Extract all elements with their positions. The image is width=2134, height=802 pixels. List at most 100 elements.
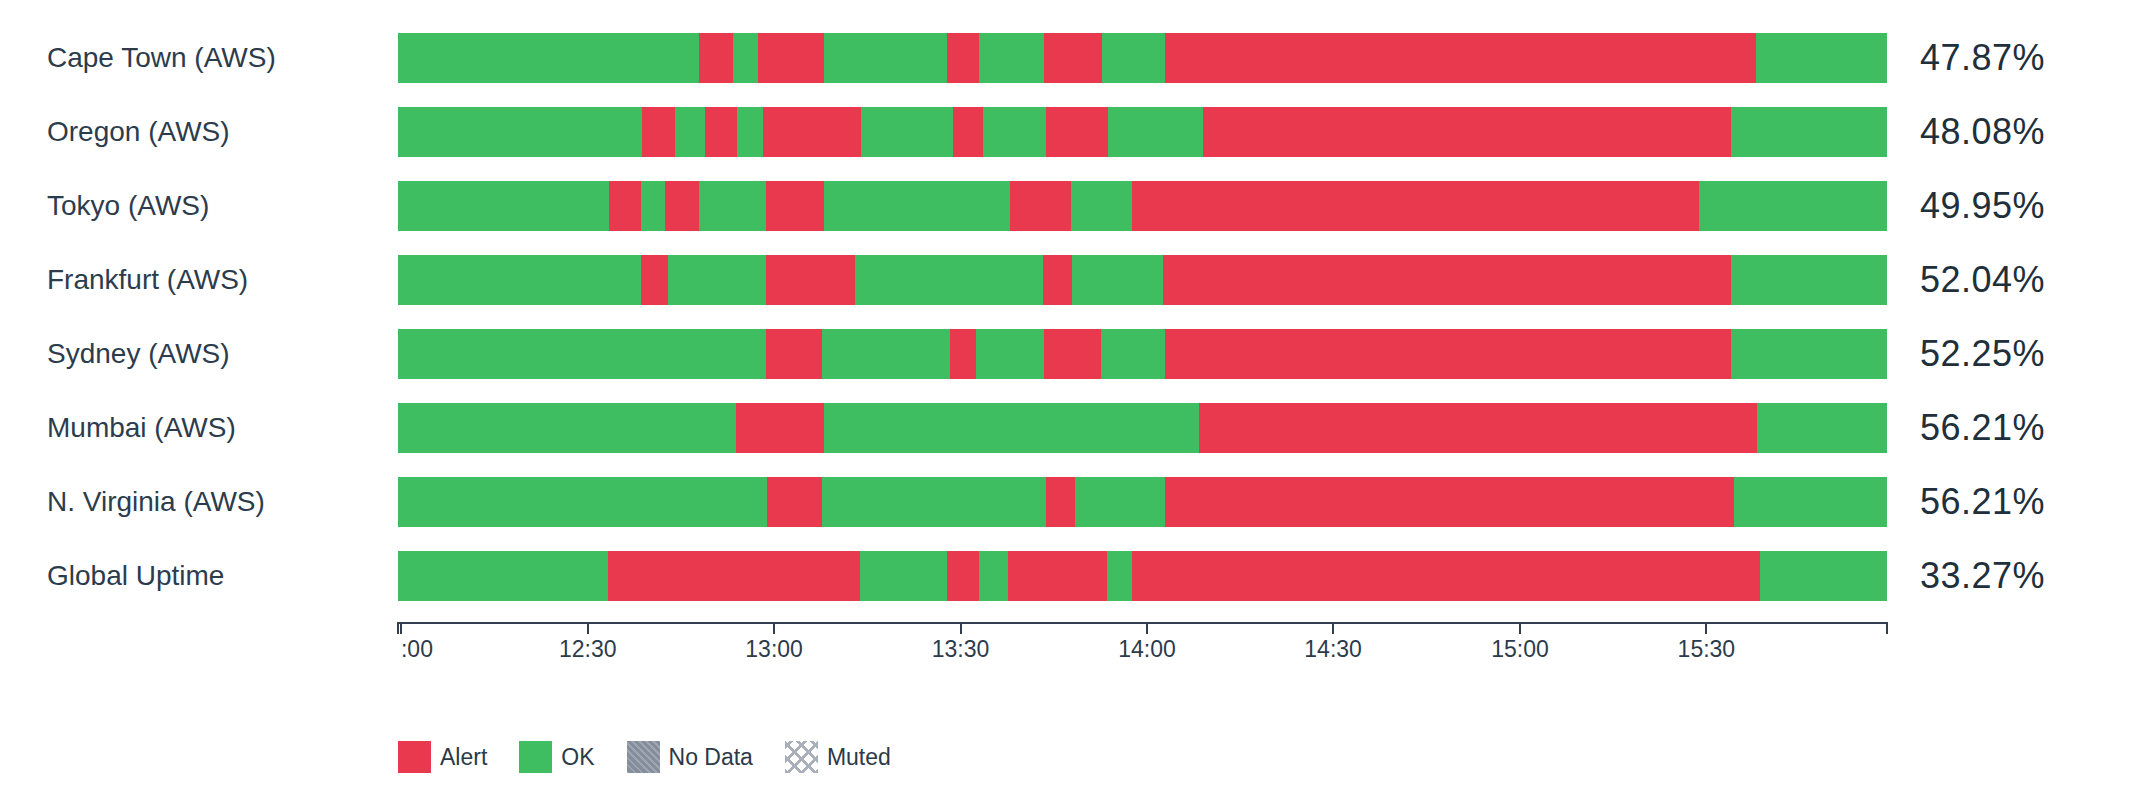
bar-segment-ok <box>979 33 1045 83</box>
axis-tick <box>1519 622 1521 634</box>
axis-tick-label: 14:00 <box>1118 636 1176 663</box>
bar-segment-ok <box>1760 551 1887 601</box>
bar-segment-ok <box>1734 477 1887 527</box>
bar-segment-alert <box>953 107 983 157</box>
status-bar-tokyo[interactable] <box>398 181 1887 231</box>
bar-segment-alert <box>1046 107 1109 157</box>
uptime-value-sydney: 52.25% <box>1920 333 2045 375</box>
bar-segment-alert <box>642 107 675 157</box>
bar-segment-ok <box>1731 329 1887 379</box>
bar-segment-ok <box>733 33 758 83</box>
bar-segment-alert <box>641 255 668 305</box>
legend-label-ok: OK <box>561 744 594 771</box>
uptime-value-cape-town: 47.87% <box>1920 37 2045 79</box>
uptime-value-frankfurt: 52.04% <box>1920 259 2045 301</box>
legend-label-no-data: No Data <box>669 744 753 771</box>
chart-row: Frankfurt (AWS) 52.04% <box>0 243 2134 317</box>
axis-tick <box>1146 622 1148 634</box>
bar-segment-ok <box>824 403 1199 453</box>
uptime-value-n-virginia: 56.21% <box>1920 481 2045 523</box>
status-bar-sydney[interactable] <box>398 329 1887 379</box>
uptime-value-tokyo: 49.95% <box>1920 185 2045 227</box>
bar-segment-alert <box>1046 477 1076 527</box>
axis-tick <box>397 622 399 634</box>
chart-row: Oregon (AWS) 48.08% <box>0 95 2134 169</box>
time-axis-line <box>398 622 1887 624</box>
legend-item-muted[interactable]: Muted <box>785 741 891 773</box>
bar-segment-ok <box>860 551 948 601</box>
bar-segment-ok <box>398 329 766 379</box>
bar-segment-ok <box>1071 181 1132 231</box>
axis-tick-label: 15:00 <box>1491 636 1549 663</box>
bar-segment-ok <box>398 107 642 157</box>
legend-item-ok[interactable]: OK <box>519 741 594 773</box>
bar-segment-alert <box>1203 107 1730 157</box>
bar-segment-alert <box>665 181 699 231</box>
row-label-frankfurt: Frankfurt (AWS) <box>0 264 398 296</box>
bar-segment-alert <box>766 255 855 305</box>
bar-segment-ok <box>1075 477 1164 527</box>
bar-segment-alert <box>758 33 824 83</box>
legend-item-no-data[interactable]: No Data <box>627 741 753 773</box>
axis-tick <box>1705 622 1707 634</box>
status-bar-cape-town[interactable] <box>398 33 1887 83</box>
bar-segment-alert <box>608 551 860 601</box>
axis-tick <box>587 622 589 634</box>
axis-tick-label: 13:30 <box>932 636 990 663</box>
row-label-n-virginia: N. Virginia (AWS) <box>0 486 398 518</box>
bar-segment-ok <box>699 181 766 231</box>
chart-row: Tokyo (AWS) 49.95% <box>0 169 2134 243</box>
axis-tick-label: 14:30 <box>1304 636 1362 663</box>
legend-item-alert[interactable]: Alert <box>398 741 487 773</box>
bar-segment-alert <box>705 107 738 157</box>
chart-row: Global Uptime 33.27% <box>0 539 2134 613</box>
alert-swatch-icon <box>398 741 431 773</box>
bar-segment-alert <box>736 403 824 453</box>
bar-segment-ok <box>824 181 1010 231</box>
bar-segment-alert <box>1008 551 1106 601</box>
bar-segment-alert <box>950 329 975 379</box>
axis-tick-label: 13:00 <box>745 636 803 663</box>
bar-segment-ok <box>1731 255 1887 305</box>
uptime-value-global-uptime: 33.27% <box>1920 555 2045 597</box>
bar-segment-ok <box>976 329 1044 379</box>
axis-tick-label: 12:30 <box>559 636 617 663</box>
bar-segment-ok <box>668 255 766 305</box>
status-bar-frankfurt[interactable] <box>398 255 1887 305</box>
status-bar-global-uptime[interactable] <box>398 551 1887 601</box>
bar-segment-ok <box>398 477 767 527</box>
legend-label-muted: Muted <box>827 744 891 771</box>
bar-segment-ok <box>398 403 736 453</box>
bar-segment-ok <box>855 255 1043 305</box>
bar-segment-ok <box>737 107 762 157</box>
status-bar-oregon[interactable] <box>398 107 1887 157</box>
row-label-tokyo: Tokyo (AWS) <box>0 190 398 222</box>
uptime-value-mumbai: 56.21% <box>1920 407 2045 449</box>
bar-segment-ok <box>1072 255 1163 305</box>
status-bar-n-virginia[interactable] <box>398 477 1887 527</box>
bar-segment-alert <box>1044 329 1101 379</box>
bar-segment-alert <box>609 181 640 231</box>
bar-segment-alert <box>947 551 978 601</box>
bar-segment-ok <box>398 181 609 231</box>
axis-tick-label: 15:30 <box>1678 636 1736 663</box>
axis-tick <box>960 622 962 634</box>
bar-segment-ok <box>1102 33 1165 83</box>
bar-segment-ok <box>983 107 1046 157</box>
bar-segment-ok <box>979 551 1009 601</box>
chart-row: Sydney (AWS) 52.25% <box>0 317 2134 391</box>
bar-segment-alert <box>1132 181 1699 231</box>
uptime-value-oregon: 48.08% <box>1920 111 2045 153</box>
bar-segment-alert <box>1165 477 1734 527</box>
status-bar-mumbai[interactable] <box>398 403 1887 453</box>
no-data-swatch-icon <box>627 741 660 773</box>
bar-segment-ok <box>824 33 948 83</box>
row-label-oregon: Oregon (AWS) <box>0 116 398 148</box>
bar-segment-ok <box>1699 181 1887 231</box>
legend-label-alert: Alert <box>440 744 487 771</box>
bar-segment-alert <box>699 33 733 83</box>
axis-tick <box>1332 622 1334 634</box>
row-label-global-uptime: Global Uptime <box>0 560 398 592</box>
uptime-status-chart: Cape Town (AWS) 47.87% Oregon (AWS) 48.0… <box>0 0 2134 773</box>
bar-segment-alert <box>763 107 861 157</box>
